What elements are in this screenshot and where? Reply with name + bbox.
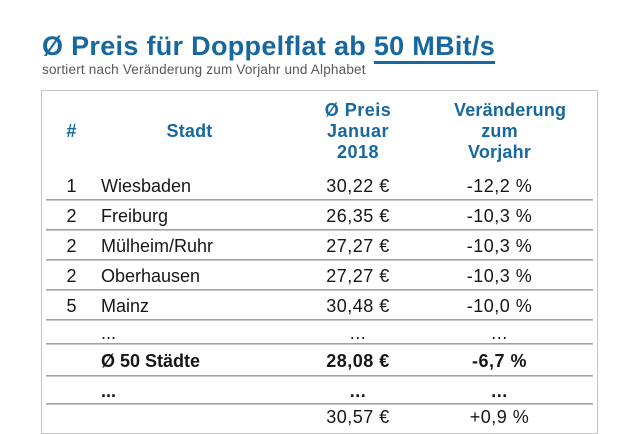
- preis-cell: 30,48 €: [326, 295, 390, 316]
- column-header-preis: Ø Preis Januar 2018: [324, 99, 392, 162]
- stadt-cell: Freiburg: [101, 205, 169, 226]
- price-table: # Stadt Ø Preis Januar 2018 Veränderung …: [41, 90, 598, 434]
- preis-cell: ...: [349, 322, 367, 343]
- veraenderung-cell: -10,3 %: [466, 205, 533, 226]
- column-header-rank: #: [66, 120, 77, 141]
- table-header-row: # Stadt Ø Preis Januar 2018 Veränderung …: [42, 91, 597, 171]
- column-header-stadt: Stadt: [166, 120, 213, 141]
- veraenderung-cell: -10,0 %: [466, 295, 533, 316]
- table-row: ... ... ...: [42, 321, 597, 345]
- table-body: 1 Wiesbaden 30,22 € -12,2 % 2 Freiburg 2…: [42, 171, 597, 433]
- stadt-cell: Oberhausen: [101, 265, 201, 286]
- veraenderung-cell: +0,9 %: [469, 407, 530, 427]
- table-row: 5 Mainz 30,48 € -10,0 %: [42, 291, 597, 321]
- rank-cell: 1: [66, 175, 77, 196]
- rank-cell: 2: [66, 265, 77, 286]
- table-row: 2 Oberhausen 27,27 € -10,3 %: [42, 261, 597, 291]
- table-row: ... ... ...: [42, 377, 597, 405]
- rank-cell: 2: [66, 235, 77, 256]
- stadt-cell: Mainz: [101, 295, 150, 316]
- stadt-cell: ...: [101, 380, 117, 401]
- preis-cell: 26,35 €: [326, 205, 390, 226]
- preis-cell: 28,08 €: [326, 350, 390, 371]
- preis-cell: 27,27 €: [326, 265, 390, 286]
- stadt-cell: Mülheim/Ruhr: [101, 235, 214, 256]
- rank-cell: 2: [66, 205, 77, 226]
- stadt-cell: Ø 50 Städte: [101, 350, 201, 371]
- preis-cell: 30,57 €: [326, 407, 390, 427]
- veraenderung-cell: -6,7 %: [471, 350, 528, 371]
- table-row: 2 Mülheim/Ruhr 27,27 € -10,3 %: [42, 231, 597, 261]
- veraenderung-cell: ...: [491, 322, 508, 343]
- sort-note: sortiert nach Veränderung zum Vorjahr un…: [42, 62, 366, 77]
- veraenderung-cell: -12,2 %: [466, 175, 533, 196]
- preis-cell: 30,22 €: [326, 175, 390, 196]
- table-row: Ø 50 Städte 28,08 € -6,7 %: [42, 345, 597, 377]
- title-speed-link[interactable]: 50 MBit/s: [373, 31, 496, 65]
- veraenderung-cell: ...: [491, 380, 508, 401]
- page-title: Ø Preis für Doppelflat ab 50 MBit/s: [42, 31, 496, 65]
- stadt-cell: Wiesbaden: [101, 175, 192, 196]
- rank-cell: 5: [66, 295, 77, 316]
- veraenderung-cell: -10,3 %: [466, 265, 533, 286]
- preis-cell: ...: [349, 380, 367, 401]
- preis-cell: 27,27 €: [326, 235, 390, 256]
- table-row: 1 Wiesbaden 30,22 € -12,2 %: [42, 171, 597, 201]
- veraenderung-cell: -10,3 %: [466, 235, 533, 256]
- page-title-text: Ø Preis für Doppelflat ab: [42, 31, 374, 62]
- stadt-cell: ...: [101, 322, 117, 343]
- table-row: 30,57 € +0,9 %: [42, 405, 597, 433]
- table-row: 2 Freiburg 26,35 € -10,3 %: [42, 201, 597, 231]
- column-header-veraenderung: Veränderung zum Vorjahr: [454, 99, 567, 162]
